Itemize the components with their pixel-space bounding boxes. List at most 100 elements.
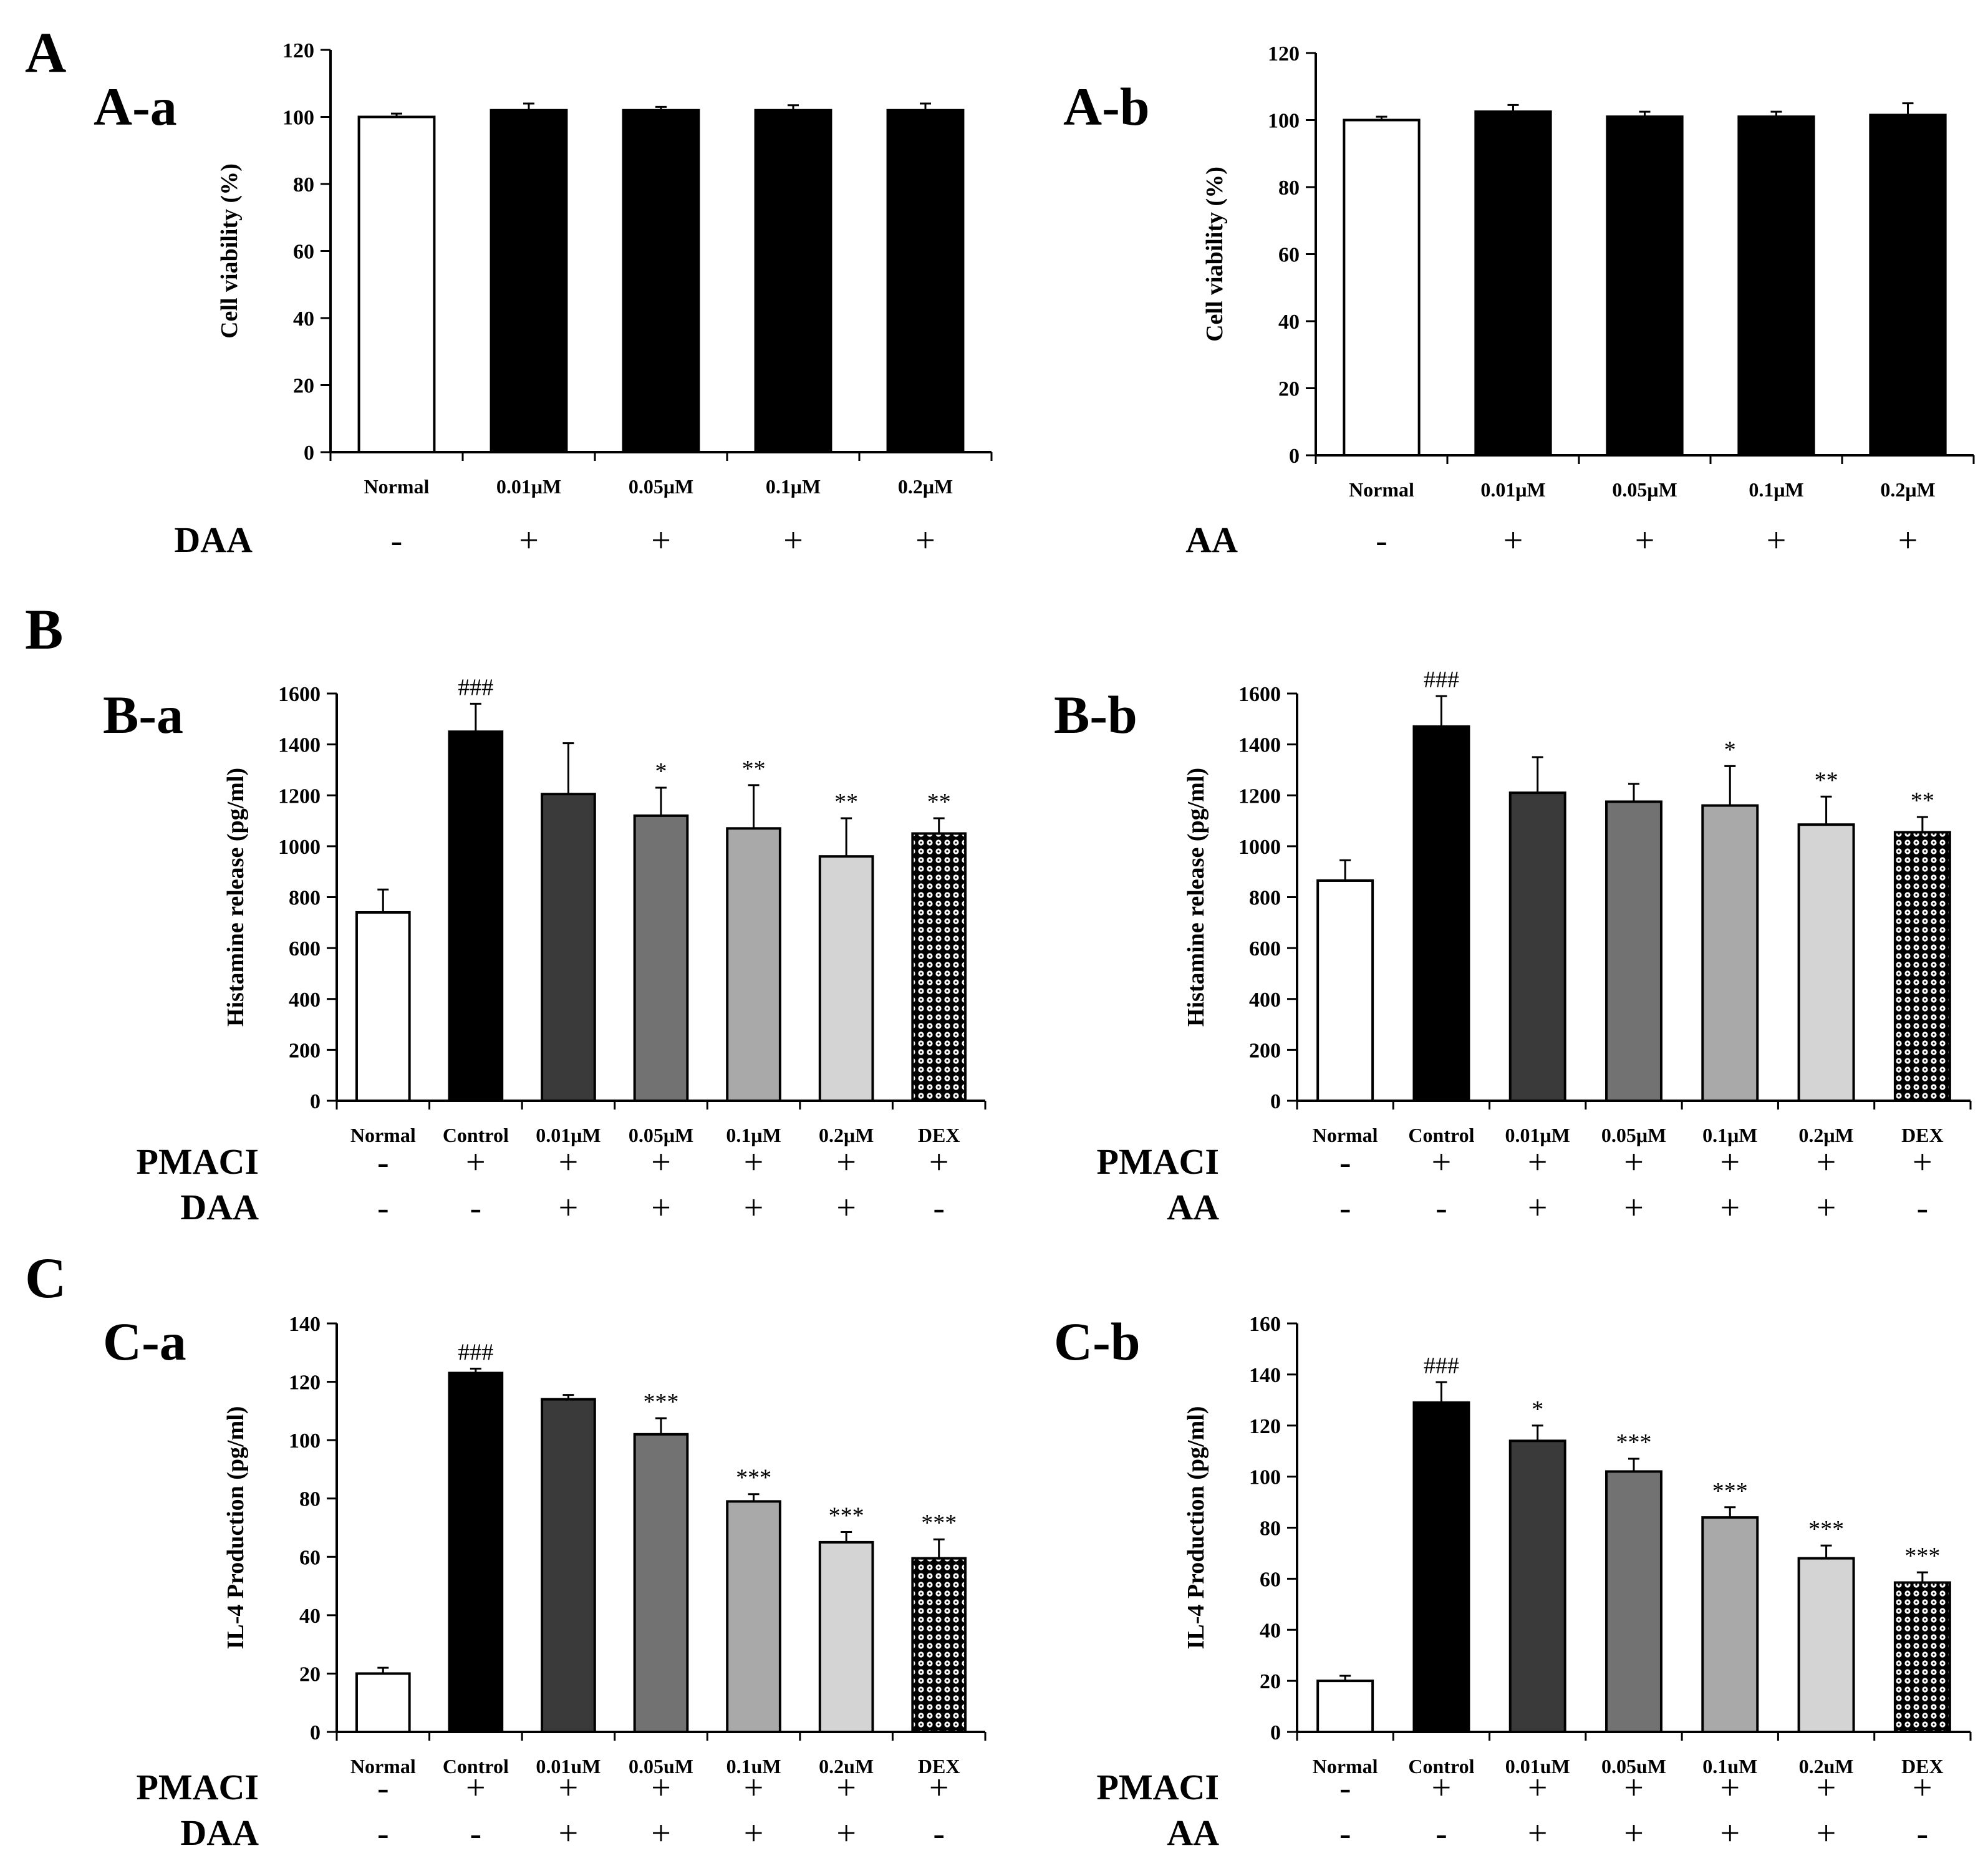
treatment-sign: + [836, 1769, 856, 1807]
treatment-sign: - [1339, 1143, 1351, 1182]
x-category-label: 0.01μM [1480, 478, 1545, 501]
treatment-sign: - [377, 1769, 389, 1807]
y-tick-label: 0 [1289, 445, 1300, 468]
x-category-label: 0.2uM [1799, 1755, 1854, 1777]
y-tick-label: 0 [304, 442, 314, 465]
treatment-sign: + [466, 1769, 486, 1807]
bar [448, 1371, 504, 1733]
treatment-name: DAA [180, 1187, 259, 1227]
x-category-label: DEX [918, 1755, 960, 1777]
y-tick-label: 80 [1278, 176, 1300, 200]
treatment-sign: + [1528, 1814, 1548, 1853]
treatment-sign: + [929, 1143, 949, 1182]
treatment-sign: + [651, 1814, 671, 1853]
charts-container: A-a 0 20 40 60 80 100 120 Cell viability (%) Norm… [94, 39, 1975, 1853]
bar [1412, 725, 1470, 1102]
treatment-sign: - [1917, 1189, 1929, 1227]
treatment-name: PMACI [1096, 1141, 1219, 1182]
y-tick-label: 80 [1260, 1517, 1281, 1540]
y-tick-label: 60 [299, 1546, 321, 1569]
treatment-sign: - [377, 1189, 389, 1227]
y-tick-label: 140 [1249, 1364, 1281, 1387]
treatment-sign: + [836, 1814, 856, 1853]
y-tick-label: 100 [1249, 1466, 1281, 1489]
treatment-sign: + [836, 1143, 856, 1182]
x-category-label: 0.01μM [496, 475, 561, 498]
treatment-sign: - [377, 1143, 389, 1182]
significance-label: *** [736, 1465, 771, 1491]
treatment-sign: + [1913, 1769, 1933, 1807]
bar [726, 827, 781, 1103]
bar [1606, 115, 1684, 457]
bar [754, 109, 832, 453]
y-tick-label: 1400 [1238, 734, 1281, 757]
y-tick-label: 80 [293, 173, 314, 196]
y-tick-label: 20 [293, 375, 314, 398]
section-label-c: C [25, 1246, 66, 1310]
x-category-label: Normal [350, 1755, 416, 1777]
treatment-name: PMACI [1096, 1767, 1219, 1807]
treatment-sign: - [1339, 1814, 1351, 1853]
y-tick-label: 100 [289, 1429, 321, 1453]
y-tick-label: 1200 [1238, 785, 1281, 808]
significance-label: ### [458, 674, 493, 700]
bar [1508, 791, 1566, 1102]
x-category-label: 0.05uM [629, 1755, 693, 1777]
y-tick-label: 800 [289, 887, 321, 910]
treatment-sign: - [1436, 1189, 1447, 1227]
significance-label: *** [644, 1389, 679, 1415]
treatment-sign: + [1432, 1143, 1452, 1182]
bar [1412, 1401, 1470, 1733]
y-tick-label: 20 [299, 1663, 321, 1686]
treatment-sign: + [915, 521, 935, 560]
y-tick-label: 800 [1249, 887, 1281, 910]
bar [541, 1398, 596, 1733]
x-category-label: 0.1uM [1702, 1755, 1757, 1777]
bar [1605, 1470, 1662, 1733]
treatment-sign: + [651, 1143, 671, 1182]
treatment-sign: - [1376, 521, 1387, 560]
chart-b-b: B-b 0 200 400 600 800 1000 1200 1400 1600 Histamin… [1054, 667, 1972, 1227]
x-category-label: Normal [1349, 478, 1414, 501]
bar [818, 855, 874, 1102]
significance-label: ### [1424, 667, 1459, 693]
significance-label: ** [1911, 788, 1934, 814]
y-tick-label: 600 [289, 937, 321, 960]
x-category-label: 0.05μM [629, 1124, 693, 1146]
treatment-sign: - [377, 1814, 389, 1853]
y-tick-label: 1600 [278, 683, 321, 706]
bar [1893, 1581, 1951, 1733]
x-category-label: 0.05μM [1601, 1124, 1666, 1146]
treatment-name: DAA [174, 520, 253, 560]
panel-label: B-b [1054, 685, 1137, 745]
treatment-sign: + [466, 1143, 486, 1182]
treatment-sign: + [559, 1769, 579, 1807]
bar [818, 1540, 874, 1733]
treatment-name: PMACI [136, 1141, 259, 1182]
treatment-sign: + [1432, 1769, 1452, 1807]
bar [1797, 823, 1855, 1102]
panel-label: B-a [103, 685, 183, 745]
bar [1316, 879, 1374, 1103]
bar [1701, 804, 1759, 1102]
treatment-sign: + [836, 1189, 856, 1227]
treatment-name: AA [1167, 1812, 1219, 1853]
y-tick-label: 0 [1270, 1090, 1281, 1113]
bar [886, 109, 965, 453]
y-tick-label: 200 [1249, 1039, 1281, 1062]
treatment-sign: + [1720, 1189, 1740, 1227]
treatment-sign: + [651, 1769, 671, 1807]
bar [355, 911, 411, 1103]
y-tick-label: 0 [310, 1721, 321, 1744]
bar [1474, 110, 1552, 457]
y-tick-label: 40 [299, 1605, 321, 1628]
chart-c-a: C-a 0 20 40 60 80 100 120 140 IL-4 Production (pg… [103, 1312, 987, 1853]
significance-label: *** [829, 1503, 864, 1529]
treatment-sign: - [1339, 1769, 1351, 1807]
treatment-sign: + [929, 1769, 949, 1807]
treatment-sign: - [470, 1814, 482, 1853]
y-tick-label: 0 [310, 1090, 321, 1113]
treatment-sign: + [519, 521, 539, 560]
significance-label: * [1724, 737, 1736, 763]
significance-label: *** [1712, 1478, 1748, 1504]
